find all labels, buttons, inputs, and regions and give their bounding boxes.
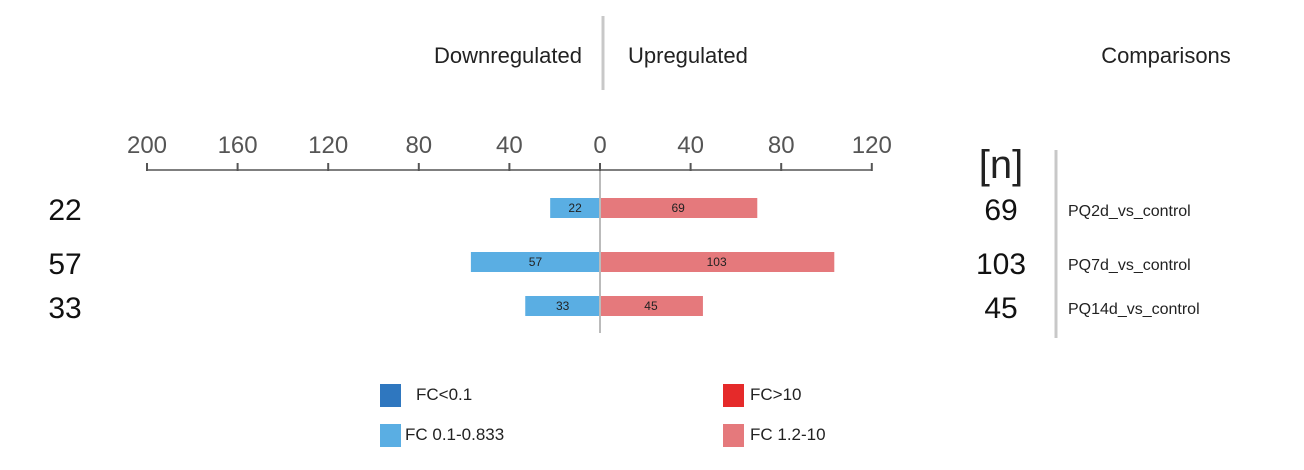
bar-down	[550, 198, 599, 218]
legend-label: FC 1.2-10	[750, 425, 826, 444]
comparison-label: PQ14d_vs_control	[1068, 301, 1200, 318]
header-downregulated: Downregulated	[434, 43, 582, 68]
x-tick-label: 120	[308, 132, 348, 159]
up-count: 45	[984, 292, 1017, 325]
down-count: 22	[48, 194, 81, 227]
comparison-label: PQ2d_vs_control	[1068, 203, 1191, 220]
n-label: [n]	[979, 143, 1023, 187]
bar-up-label: 69	[671, 201, 685, 215]
bar-up-label: 45	[644, 299, 658, 313]
header-comparisons: Comparisons	[1101, 43, 1231, 68]
bar-down	[525, 296, 599, 316]
bar-up	[601, 296, 703, 316]
bar-down-label: 22	[568, 201, 582, 215]
bar-down	[470, 252, 599, 272]
x-tick-label: 80	[405, 132, 432, 159]
header-upregulated: Upregulated	[628, 43, 748, 68]
bar-up	[601, 252, 835, 272]
x-tick-label: 80	[768, 132, 795, 159]
legend-label: FC<0.1	[416, 385, 472, 404]
down-count: 57	[48, 248, 81, 281]
x-tick-label: 0	[593, 132, 606, 159]
legend-swatch	[723, 384, 744, 407]
comparison-label: PQ7d_vs_control	[1068, 257, 1191, 274]
down-count: 33	[48, 292, 81, 325]
legend-label: FC 0.1-0.833	[405, 425, 504, 444]
bar-up-label: 103	[707, 255, 727, 269]
bar-down-label: 33	[556, 299, 570, 313]
x-tick-label: 120	[852, 132, 892, 159]
bar-up	[601, 198, 758, 218]
legend-swatch	[723, 424, 744, 447]
up-count: 103	[976, 248, 1026, 281]
legend-label: FC>10	[750, 385, 802, 404]
x-tick-label: 40	[496, 132, 523, 159]
x-tick-label: 40	[677, 132, 704, 159]
up-count: 69	[984, 194, 1017, 227]
x-tick-label: 160	[218, 132, 258, 159]
legend-swatch	[380, 424, 401, 447]
bar-down-label: 57	[529, 255, 543, 269]
x-tick-label: 200	[127, 132, 167, 159]
legend-swatch	[380, 384, 401, 407]
